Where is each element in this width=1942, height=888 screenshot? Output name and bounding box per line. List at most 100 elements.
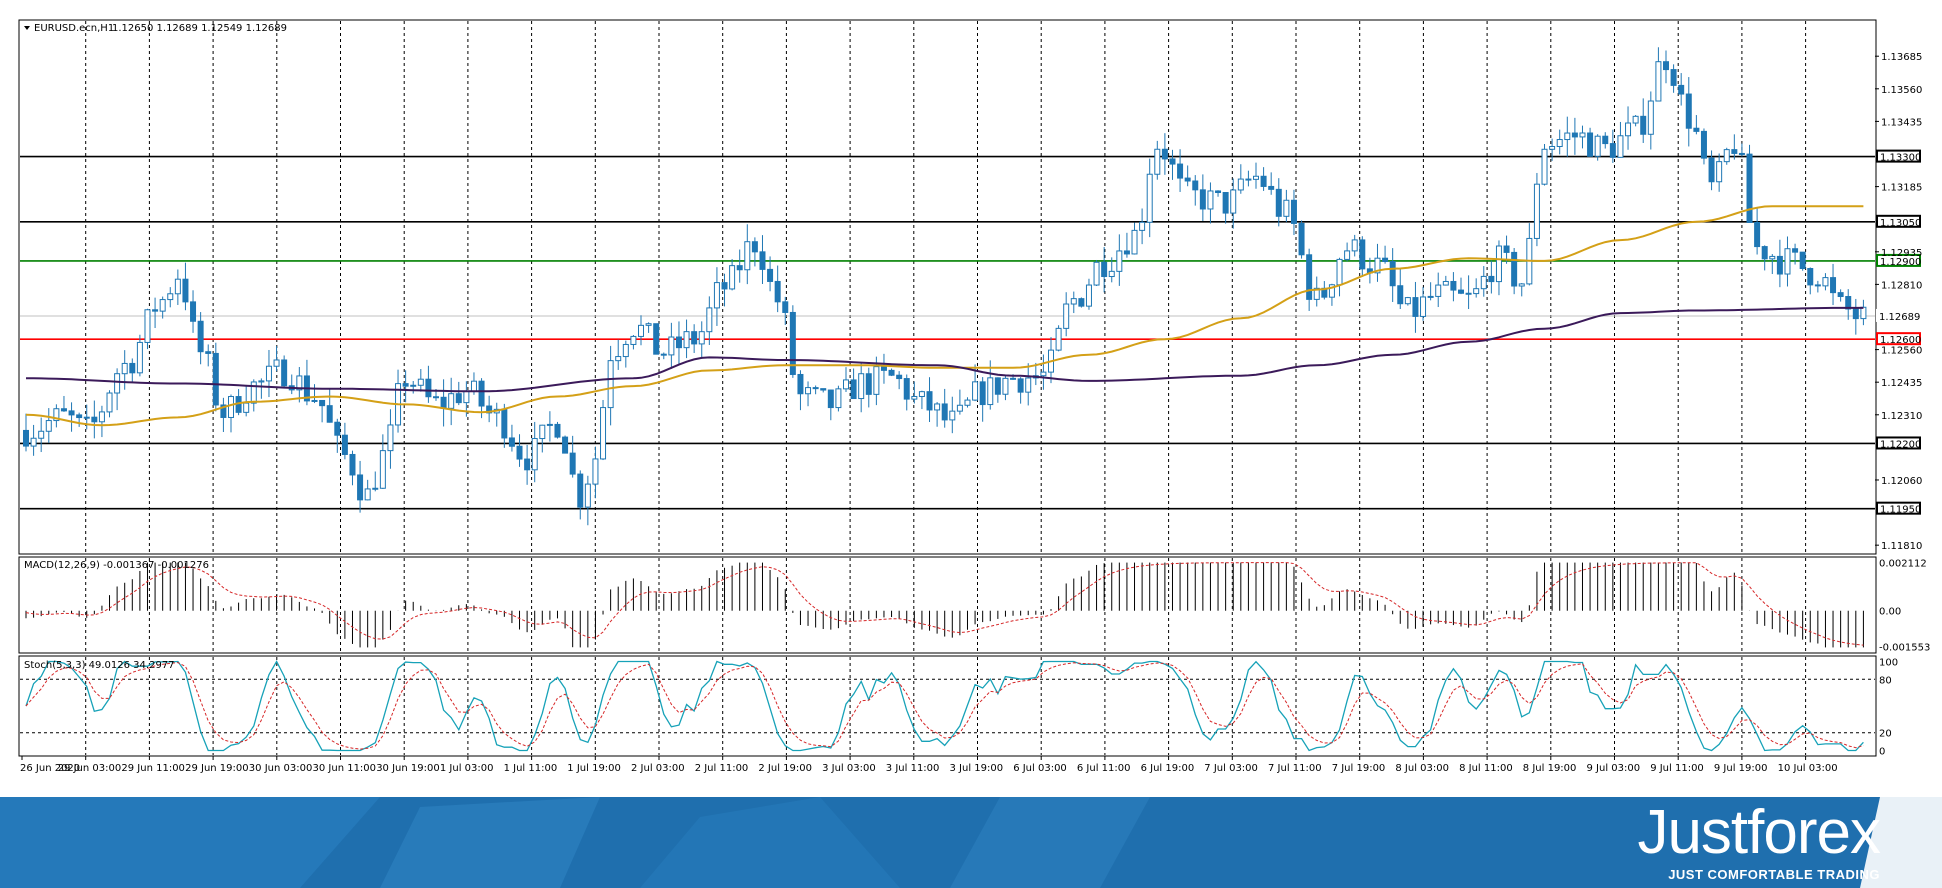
candle-body [1123, 250, 1130, 255]
candle-body [934, 403, 941, 411]
candle-body [592, 458, 599, 485]
candle-body [835, 388, 842, 409]
candle-body [1465, 292, 1472, 295]
candle-body [45, 420, 52, 432]
candle-body [1670, 69, 1677, 86]
candle-body [1511, 251, 1518, 287]
macd-signal-line [25, 562, 1864, 646]
macd-panel-frame [18, 556, 1877, 654]
candle-body [106, 392, 113, 413]
candle-body [1663, 61, 1669, 71]
candle-body [1450, 280, 1457, 291]
candle-body [38, 430, 45, 439]
candle-body [622, 343, 629, 358]
candle-body [174, 278, 181, 295]
candle-body [1382, 257, 1389, 263]
candle-body [1359, 239, 1366, 270]
price-level-tag-inner [1878, 438, 1919, 448]
candle-body [600, 407, 607, 460]
y-tick-label: 1.13185 [1881, 183, 1922, 194]
brand-logo: Justforex [1637, 798, 1881, 867]
candle-body [1397, 285, 1404, 305]
candle-body [91, 416, 98, 423]
candle-body [698, 331, 705, 345]
macd-header: MACD(12,26,9) -0.001367 -0.001276 [24, 560, 209, 571]
candle-body [98, 411, 105, 423]
candle-body [1495, 245, 1502, 283]
candle-body [1625, 122, 1632, 137]
candle-body [1093, 261, 1100, 286]
candle-body [311, 399, 318, 402]
candle-body [1792, 248, 1799, 253]
candle-body [964, 399, 971, 406]
candle-body [926, 391, 933, 411]
price-chart: 1.13300 1.13050 1.12900 1.12689 1.12600 1.122… [18, 19, 1930, 774]
candle-body [1503, 245, 1510, 253]
candle-body [402, 383, 409, 387]
y-tick-label: 1.12060 [1881, 476, 1922, 487]
candle-body [357, 474, 364, 501]
x-tick-label: 30 Jun 19:00 [376, 763, 440, 774]
ma-fast-line [25, 205, 1864, 427]
candle-body [1564, 132, 1571, 141]
price-level-tag-inner [1878, 334, 1919, 344]
candle-body [136, 341, 143, 374]
price-level-label: 1.12689 [1879, 312, 1920, 323]
y-tick-label: 1.12935 [1881, 248, 1922, 259]
x-tick-label: 29 Jun 11:00 [121, 763, 185, 774]
candle-body [1040, 371, 1047, 377]
candle-body [1427, 295, 1434, 298]
price-level-label: 1.13050 [1880, 218, 1921, 229]
dropdown-triangle-icon[interactable] [24, 26, 30, 30]
candle-body [729, 265, 736, 290]
candle-body [972, 381, 979, 401]
candle-body [508, 437, 515, 447]
candle-body [1731, 149, 1738, 154]
candle-body [1085, 284, 1092, 307]
price-level-label: 1.13300 [1880, 153, 1921, 164]
candle-body [1541, 148, 1548, 185]
macd-tick-label: -0.001553 [1879, 642, 1930, 653]
candle-body [1260, 175, 1267, 187]
candle-body [1116, 250, 1123, 272]
x-tick-label: 6 Jul 11:00 [1077, 763, 1131, 774]
candle-body [1549, 146, 1556, 150]
x-tick-label: 29 Jun 03:00 [58, 763, 122, 774]
candle-body [1769, 255, 1776, 260]
candle-body [1579, 132, 1586, 138]
candle-body [1420, 296, 1427, 317]
y-tick-label: 1.12310 [1881, 411, 1922, 422]
candle-body [789, 311, 796, 375]
x-tick-label: 2 Jul 19:00 [758, 763, 812, 774]
candle-body [440, 396, 447, 409]
x-tick-label: 9 Jul 19:00 [1714, 763, 1768, 774]
y-tick-label: 1.13435 [1881, 117, 1922, 128]
candle-body [1814, 284, 1821, 287]
stoch-signal-line [25, 662, 1864, 750]
candle-body [767, 268, 774, 282]
x-tick-label: 7 Jul 03:00 [1204, 763, 1258, 774]
candle-body [1776, 255, 1783, 275]
price-level-tag-inner [1878, 216, 1919, 226]
candle-body [1632, 115, 1639, 124]
candle-body [812, 387, 819, 390]
x-tick-label: 3 Jul 11:00 [886, 763, 940, 774]
x-tick-label: 1 Jul 19:00 [567, 763, 621, 774]
candle-body [896, 374, 903, 380]
candle-body [1177, 163, 1184, 179]
candle-body [1716, 161, 1723, 183]
candle-body [1640, 115, 1647, 135]
candle-body [797, 373, 804, 395]
candle-body [1442, 280, 1449, 286]
candle-body [562, 436, 569, 454]
candle-body [569, 452, 576, 475]
y-tick-label: 1.11810 [1881, 541, 1922, 552]
x-tick-label: 26 Jun 2020 [20, 763, 80, 774]
candle-body [76, 414, 83, 419]
candle-body [987, 377, 994, 406]
x-tick-label: 6 Jul 19:00 [1141, 763, 1195, 774]
stoch-main-line [25, 660, 1864, 752]
candle-body [1533, 183, 1540, 239]
price-level-label: 1.11950 [1880, 505, 1921, 516]
